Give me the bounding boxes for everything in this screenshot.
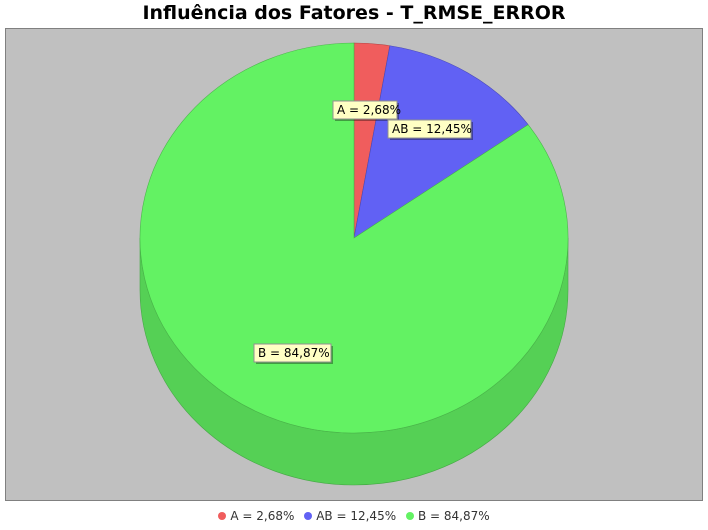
legend-item-b: B = 84,87% bbox=[405, 509, 490, 523]
pie-label-b: B = 84,87% bbox=[253, 343, 333, 364]
pie-slices bbox=[139, 42, 569, 434]
pie-labels: A = 2,68% AB = 12,45% B = 84,87% bbox=[253, 100, 473, 364]
legend-label-ab: AB = 12,45% bbox=[316, 509, 397, 523]
pie-label-ab: AB = 12,45% bbox=[387, 119, 473, 140]
legend-swatch-a bbox=[218, 512, 227, 520]
chart-legend: A = 2,68% AB = 12,45% B = 84,87% bbox=[0, 509, 708, 523]
svg-text:AB = 12,45%: AB = 12,45% bbox=[392, 122, 472, 136]
pie-chart-plot: A = 2,68% AB = 12,45% B = 84,87% bbox=[5, 28, 703, 501]
legend-item-ab: AB = 12,45% bbox=[304, 509, 396, 523]
legend-swatch-b bbox=[405, 512, 414, 520]
pie-slice-ab bbox=[353, 45, 529, 239]
chart-title: Influência dos Fatores - T_RMSE_ERROR bbox=[142, 2, 566, 24]
pie-slice-b bbox=[139, 42, 569, 434]
legend-item-a: A = 2,68% bbox=[218, 509, 294, 523]
legend-swatch-ab bbox=[304, 512, 313, 520]
legend-label-b: B = 84,87% bbox=[417, 509, 490, 523]
pie-label-a: A = 2,68% bbox=[332, 100, 401, 121]
legend-label-a: A = 2,68% bbox=[230, 509, 295, 523]
svg-text:A = 2,68%: A = 2,68% bbox=[337, 103, 401, 117]
svg-text:B = 84,87%: B = 84,87% bbox=[258, 346, 330, 360]
